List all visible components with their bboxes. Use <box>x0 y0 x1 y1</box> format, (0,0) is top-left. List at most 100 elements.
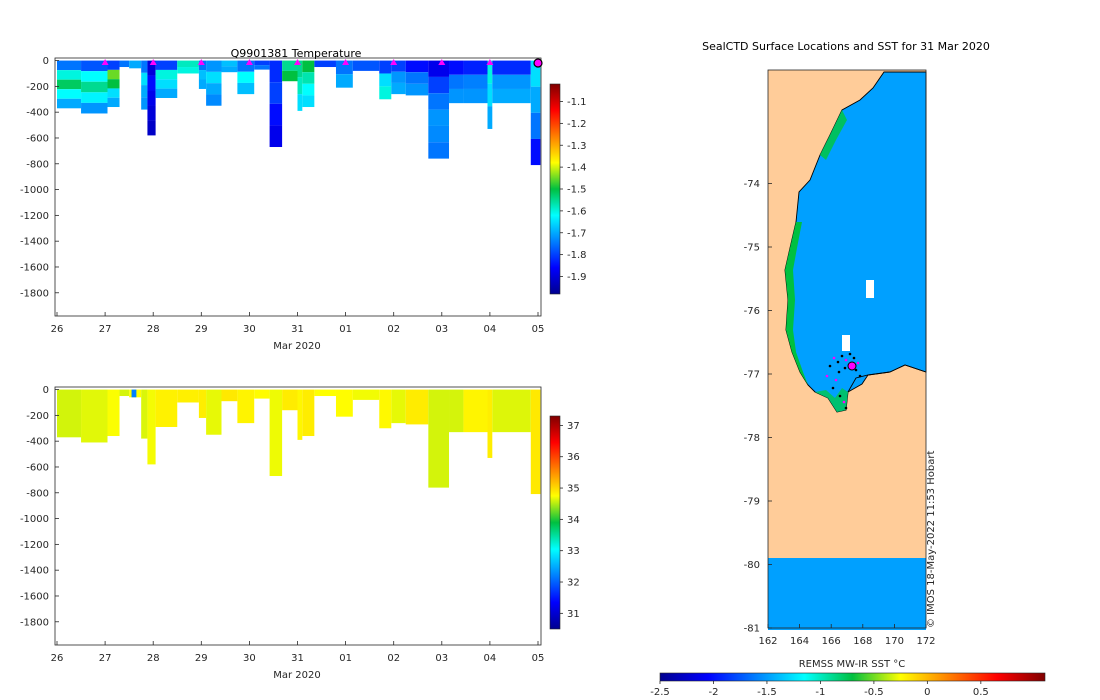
x-tick-label: 01 <box>339 653 352 664</box>
profile-cell <box>449 74 464 89</box>
profile-cell <box>254 389 270 399</box>
map-y-tick-label: -79 <box>744 497 760 508</box>
profile-markers <box>101 58 543 68</box>
profile-marker <box>390 59 398 65</box>
sst-colorbar-tick-label: -1.5 <box>757 687 777 698</box>
profile-cell <box>147 60 156 76</box>
track-dot <box>825 374 829 378</box>
profile-cell <box>492 74 531 89</box>
profile-cell <box>314 60 336 68</box>
map-southern-ocean-band <box>768 558 926 630</box>
temperature-x-label: Mar 2020 <box>273 341 321 352</box>
profile-cell <box>177 60 199 68</box>
anomaly-cell <box>131 389 137 398</box>
profile-cell <box>302 389 315 437</box>
profile-cell <box>379 60 392 74</box>
profile-cell <box>428 93 450 110</box>
profile-cell <box>155 69 178 80</box>
profile-cell <box>530 112 541 139</box>
x-tick-label: 02 <box>387 324 400 335</box>
profile-cell <box>282 60 298 71</box>
profile-cell <box>177 389 199 403</box>
x-tick-label: 28 <box>147 324 160 335</box>
track-dot <box>831 386 835 390</box>
map-title: SealCTD Surface Locations and SST for 31… <box>702 40 990 53</box>
salinity-x-label: Mar 2020 <box>273 670 321 681</box>
colorbar-tick-label: -1.2 <box>567 119 587 130</box>
profile-cell <box>405 72 429 84</box>
track-dot <box>836 360 840 364</box>
track-dot <box>844 358 848 362</box>
profile-cell <box>302 60 315 73</box>
sst-colorbar-tick-label: 0.5 <box>973 687 989 698</box>
profile-cell <box>487 83 493 107</box>
profile-cell <box>141 72 148 86</box>
profile-cell <box>492 389 531 433</box>
profile-cell <box>141 389 148 439</box>
profile-cell <box>492 60 531 75</box>
profile-cell <box>302 95 315 108</box>
profile-cell <box>198 79 207 89</box>
profile-cell <box>269 389 283 477</box>
x-tick-label: 29 <box>195 653 208 664</box>
profile-cell <box>147 389 156 465</box>
map-x-tick-label: 172 <box>916 636 935 647</box>
map-ice-gap <box>866 280 874 298</box>
salinity-panel: 0 -200 -400 -600 -800 -1000 -1200 -1400 -1600 -18… <box>20 385 580 681</box>
temperature-colorbar <box>549 83 561 295</box>
sst-colorbar-tick-label: -2 <box>708 687 718 698</box>
profile-cell <box>428 60 450 77</box>
coastal-green-strip <box>785 222 808 385</box>
profile-cell <box>405 60 429 73</box>
track-dot <box>837 370 841 374</box>
seal-last-position-marker <box>847 361 857 371</box>
track-dot <box>834 378 838 382</box>
profile-cell <box>405 389 429 425</box>
profile-cell <box>492 88 531 104</box>
map-x-tick-label: 168 <box>853 636 872 647</box>
profile-cell <box>155 389 178 427</box>
colorbar-tick-label: -1.5 <box>567 185 587 196</box>
profile-cell <box>57 79 82 90</box>
profile-cell <box>379 389 392 429</box>
profile-cell <box>302 72 315 84</box>
y-tick-label: -1800 <box>20 288 49 299</box>
profile-cell <box>463 60 488 75</box>
profile-cell <box>119 60 130 68</box>
profile-cell <box>379 86 392 100</box>
profile-marker <box>149 59 157 65</box>
colorbar-tick-label: -1.7 <box>567 228 587 239</box>
profile-cell <box>269 103 283 126</box>
sst-colorbar-tick-label: -0.5 <box>864 687 884 698</box>
profile-cell <box>221 389 238 402</box>
temperature-colorbar-ticks: -1.1 -1.2 -1.3 -1.4 -1.5 -1.6 -1.7 -1.8 -1.9 <box>560 97 587 283</box>
track-dot <box>852 356 856 360</box>
profile-cell <box>297 60 303 78</box>
y-tick-label: -1800 <box>20 617 49 628</box>
track-dot <box>842 400 846 404</box>
profile-cell <box>463 88 488 104</box>
colorbar-tick-label: -1.6 <box>567 206 587 217</box>
map-axes-box <box>767 69 927 629</box>
sst-colorbar <box>659 672 1046 682</box>
profile-cell <box>530 389 541 495</box>
profile-cell <box>254 65 270 70</box>
profile-cell <box>428 389 450 488</box>
profile-cell <box>297 94 303 111</box>
y-tick-label: -1600 <box>20 591 49 602</box>
profile-cell <box>107 389 120 437</box>
profile-cell <box>81 81 108 93</box>
profile-marker <box>438 59 446 65</box>
profile-cell <box>297 389 303 440</box>
x-tick-label: 01 <box>339 324 352 335</box>
profile-cell <box>352 389 380 400</box>
map-y-ticks: -74 -75 -76 -77 -78 -79 -80 -81 <box>744 179 772 635</box>
map-y-tick-label: -74 <box>744 179 760 190</box>
track-dot <box>832 356 836 360</box>
x-tick-label: 05 <box>532 324 545 335</box>
colorbar-tick-label: -1.8 <box>567 250 587 261</box>
profile-cell <box>107 79 120 89</box>
profile-cell <box>198 70 207 80</box>
profile-cell <box>206 389 222 435</box>
profile-cell <box>269 60 283 83</box>
